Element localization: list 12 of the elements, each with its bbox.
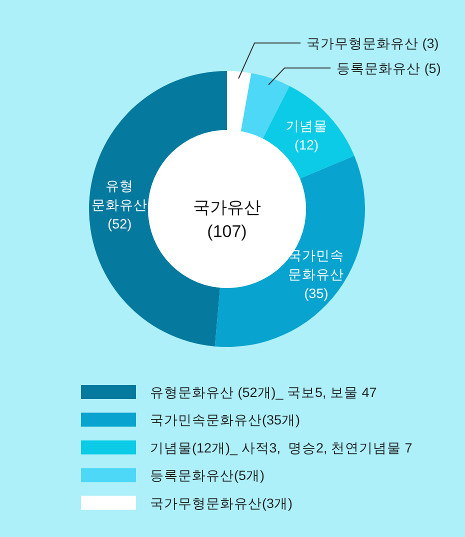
data-label: 국가무형문화유산 (3) <box>306 36 439 51</box>
text: 국가유산 <box>193 198 261 217</box>
data-label: 유형 문화유산 (52) <box>92 178 148 232</box>
legend-label: 국가민속문화유산(35개) <box>150 412 300 428</box>
data-label: 등록문화유산 (5) <box>336 61 441 76</box>
text: (107) <box>207 222 247 241</box>
legend-label: 국가무형문화유산(3개) <box>150 496 292 511</box>
data-label: 국가민속 문화유산 (35) <box>288 248 344 302</box>
legend-label: 유형문화유산 (52개)_ 국보5, 보물 47 <box>150 385 377 400</box>
legend-label: 등록문화유산(5개) <box>150 468 264 484</box>
data-label: 기념물 (12) <box>285 118 328 153</box>
legend-label: 기념물(12개)_ 사적3, 명승2, 천연기념물 7 <box>150 440 412 456</box>
